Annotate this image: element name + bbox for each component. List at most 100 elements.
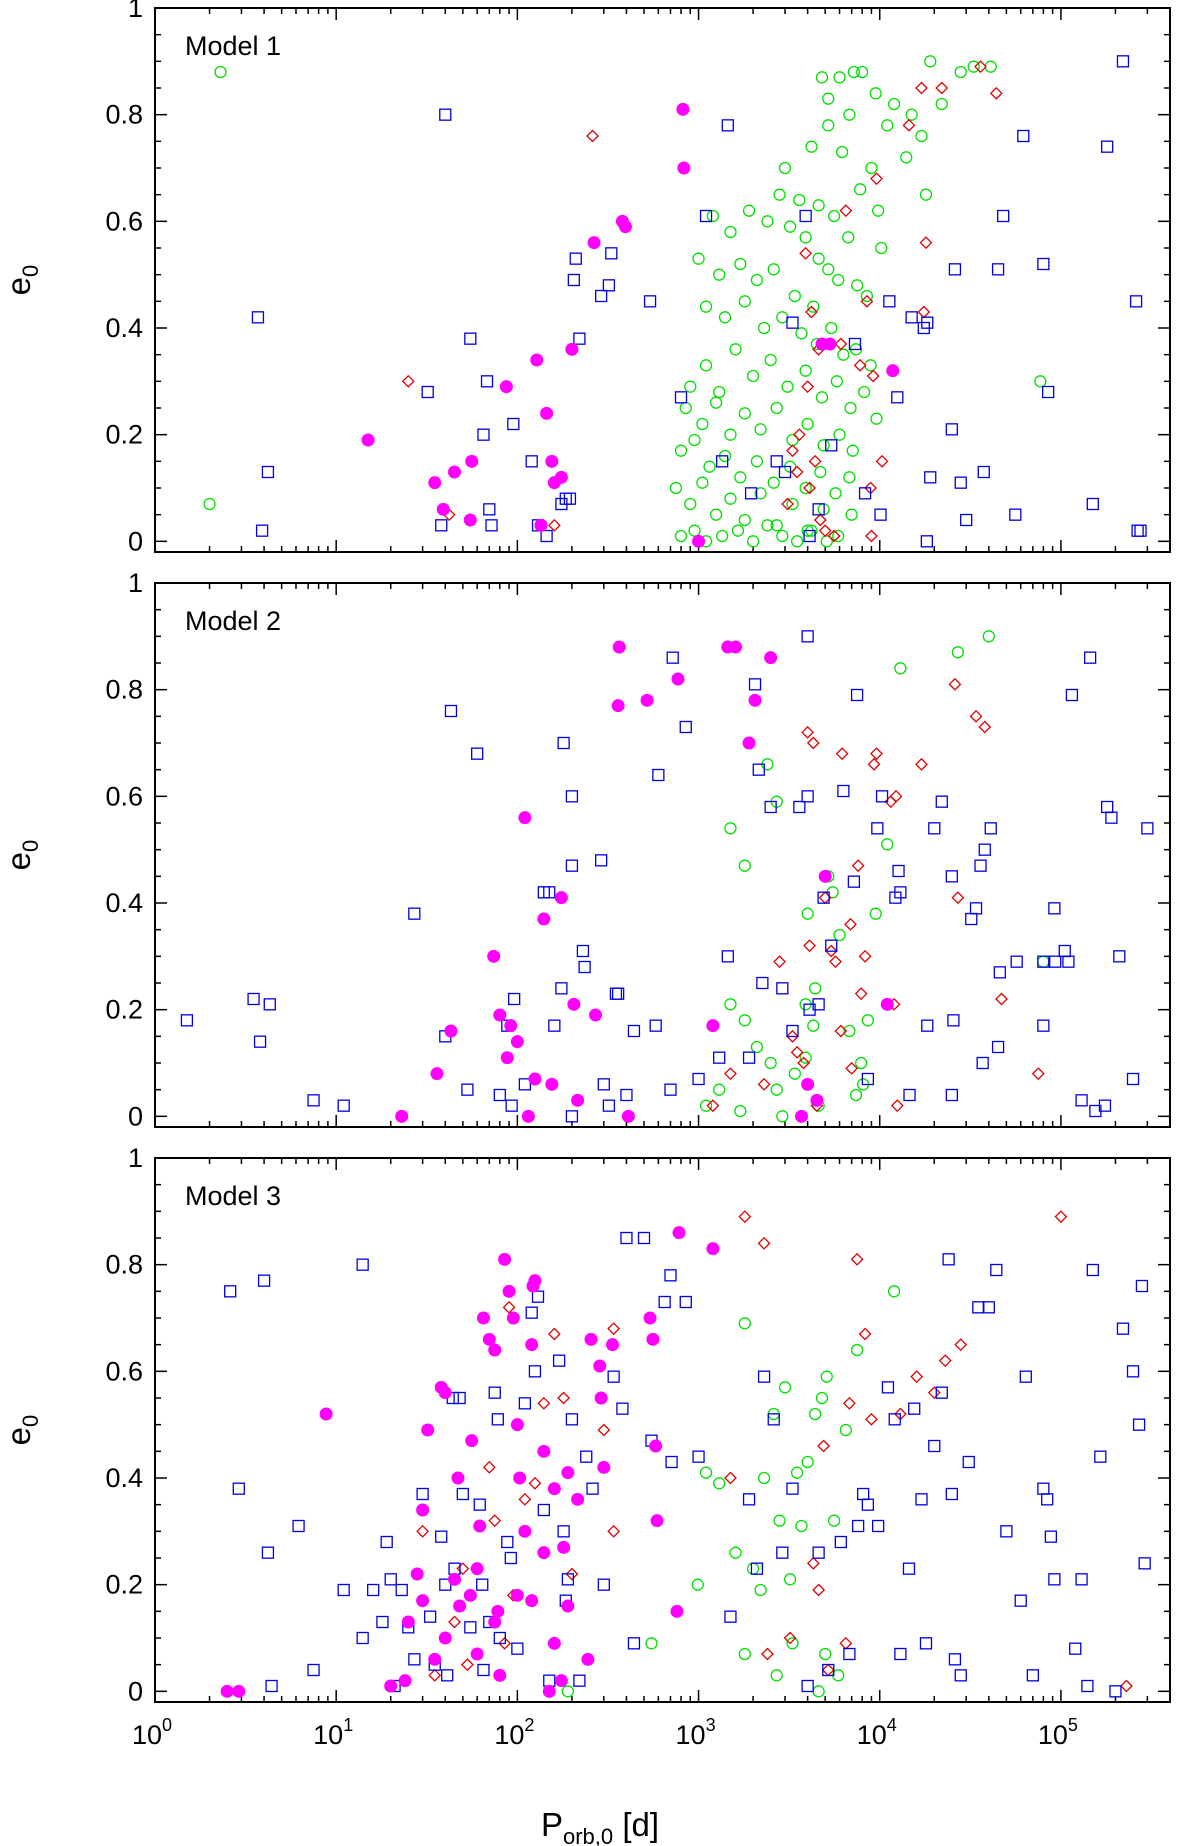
data-point [812,199,825,212]
data-point [640,693,654,707]
data-point [669,481,683,495]
data-point [746,1562,760,1575]
data-point [1009,508,1022,521]
data-point [476,1311,490,1325]
data-point [530,353,544,367]
data-point [439,1578,452,1591]
data-point [557,736,570,750]
data-point [679,401,692,415]
data-point [830,375,844,388]
data-point [255,524,269,537]
data-point [453,1391,466,1405]
data-point [857,1487,870,1501]
data-point [421,1423,435,1437]
data-point [1019,1370,1032,1383]
data-point [729,640,743,654]
data-point [905,311,918,324]
data-point [692,1072,705,1086]
data-point [408,1653,421,1666]
data-point [552,1354,566,1367]
data-point [801,1077,815,1091]
data-point [518,811,532,825]
data-point [853,358,867,372]
data-point [839,204,853,218]
data-point [870,412,883,425]
data-point [881,1381,895,1394]
data-point [464,1621,477,1634]
data-point [978,843,991,856]
data-point [232,1482,245,1495]
data-point [900,151,913,164]
data-point [384,1573,397,1586]
data-point [883,295,896,308]
data-point [815,71,829,84]
plot-frame [154,7,1171,553]
data-point [706,209,720,223]
data-point [752,763,765,776]
data-point [557,1525,570,1538]
data-point [770,519,783,532]
data-point [801,907,814,920]
data-point [493,1631,506,1645]
data-point [594,289,608,303]
data-point [471,747,484,760]
data-point [627,1024,641,1038]
data-point [1116,1322,1130,1335]
data-point [786,316,799,329]
data-point [865,529,878,543]
data-point [729,1546,742,1559]
data-point [724,822,737,835]
data-point [829,487,842,500]
data-point [948,677,962,691]
data-point [954,476,967,489]
panel-3: 0 0.2 0.4 0.6 0.8 1 e0 Model 3 100 101 102 103 104 10… [0,1143,1171,1750]
data-point [534,518,548,532]
data-point [416,1524,430,1538]
data-point [742,1493,756,1506]
data-point [974,60,987,74]
data-point [947,1014,960,1027]
data-point [858,487,872,500]
data-point [1000,1525,1013,1538]
data-point [861,1498,875,1511]
data-point [1113,950,1126,963]
data-point [962,1455,975,1469]
data-point [815,1391,829,1405]
data-point [761,1647,774,1661]
data-point [917,305,931,319]
data-point [995,992,1008,1006]
data-point [734,257,747,271]
data-point [865,161,878,175]
data-point [795,327,808,340]
data-point [894,1647,907,1661]
data-point [928,822,941,835]
data-point [518,1524,532,1538]
data-point [586,129,599,143]
data-point [880,997,894,1011]
data-point [778,1381,792,1394]
data-point [713,268,726,281]
data-point [919,236,933,250]
data-point [935,81,949,95]
data-point [597,1078,610,1091]
data-point [1054,1210,1068,1224]
data-point [744,487,758,500]
data-point [948,1653,962,1666]
data-point [688,433,701,447]
data-point [665,1455,678,1469]
data-point [892,864,905,878]
data-point [1131,524,1144,537]
data-point [453,1599,467,1613]
data-point [814,465,827,479]
data-point [822,119,835,132]
data-point [921,1019,934,1032]
data-point [801,630,814,643]
data-point [488,1386,501,1399]
data-point [491,1604,505,1618]
data-point [597,1460,611,1474]
data-point [977,465,990,479]
data-point [571,1492,585,1506]
data-point [444,1024,458,1038]
data-point [547,1482,561,1496]
data-point [679,720,692,734]
